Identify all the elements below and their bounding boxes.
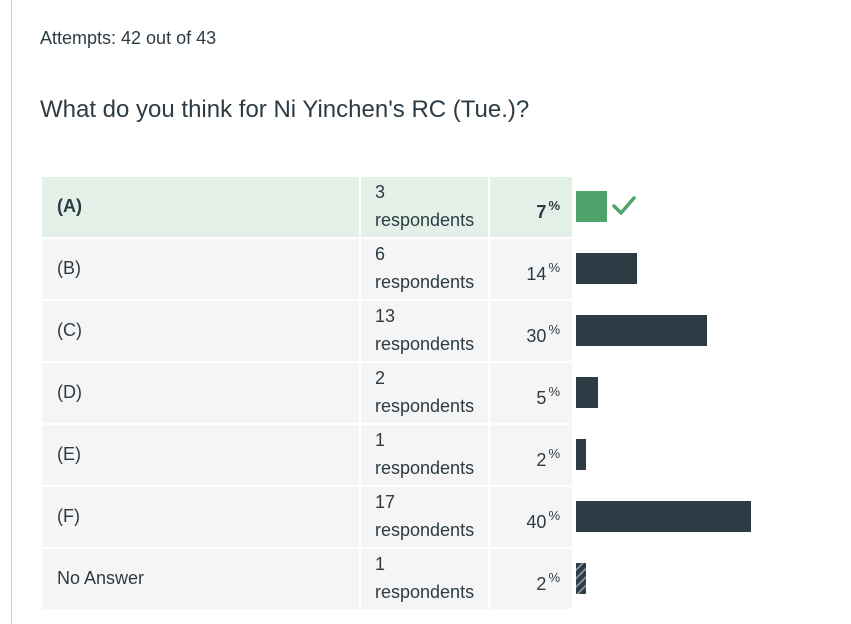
respondent-unit: respondents: [375, 582, 475, 602]
answer-row: (C) 13 respondents 30%: [42, 301, 842, 363]
answer-percent: 40%: [526, 508, 560, 532]
respondent-unit: respondents: [375, 520, 475, 540]
answer-row: (D) 2 respondents 5%: [42, 363, 842, 425]
answer-row: (A) 3 respondents 7%: [42, 177, 842, 239]
respondent-unit: respondents: [375, 396, 475, 416]
question-text: What do you think for Ni Yinchen's RC (T…: [40, 96, 530, 123]
answer-bar: [576, 563, 586, 594]
answer-bar: [576, 439, 586, 470]
answer-bar: [576, 191, 607, 222]
respondent-unit: respondents: [375, 272, 475, 292]
answer-label: (A): [57, 196, 82, 216]
answer-label: (C): [57, 320, 82, 340]
respondent-count: 1: [375, 430, 386, 450]
answer-percent: 5%: [536, 384, 560, 408]
answer-bar: [576, 315, 707, 346]
answer-row: (F) 17 respondents 40%: [42, 487, 842, 549]
answer-bar: [576, 377, 598, 408]
respondent-count: 2: [375, 368, 386, 388]
answer-distribution: (A) 3 respondents 7% (B) 6 respondents 1…: [42, 177, 842, 611]
respondent-count: 1: [375, 554, 386, 574]
answer-percent: 2%: [536, 570, 560, 594]
answer-row: No Answer 1 respondents 2%: [42, 549, 842, 611]
answer-label: (D): [57, 382, 82, 402]
answer-bar: [576, 253, 637, 284]
respondent-count: 3: [375, 182, 386, 202]
respondent-unit: respondents: [375, 334, 475, 354]
respondent-count: 6: [375, 244, 386, 264]
answer-row: (E) 1 respondents 2%: [42, 425, 842, 487]
answer-percent: 7%: [536, 198, 560, 222]
attempts-count: Attempts: 42 out of 43: [40, 28, 217, 48]
answer-row: (B) 6 respondents 14%: [42, 239, 842, 301]
correct-check-icon: [612, 196, 636, 215]
answer-label: No Answer: [57, 568, 145, 588]
respondent-unit: respondents: [375, 210, 475, 230]
answer-bar: [576, 501, 751, 532]
respondent-count: 13: [375, 306, 396, 326]
answer-label: (F): [57, 506, 80, 526]
quiz-statistics-panel: Attempts: 42 out of 43 What do you think…: [11, 0, 851, 624]
answer-percent: 30%: [526, 322, 560, 346]
answer-percent: 14%: [526, 260, 560, 284]
answer-percent: 2%: [536, 446, 560, 470]
respondent-count: 17: [375, 492, 396, 512]
respondent-unit: respondents: [375, 458, 475, 478]
answer-label: (E): [57, 444, 81, 464]
answer-label: (B): [57, 258, 81, 278]
